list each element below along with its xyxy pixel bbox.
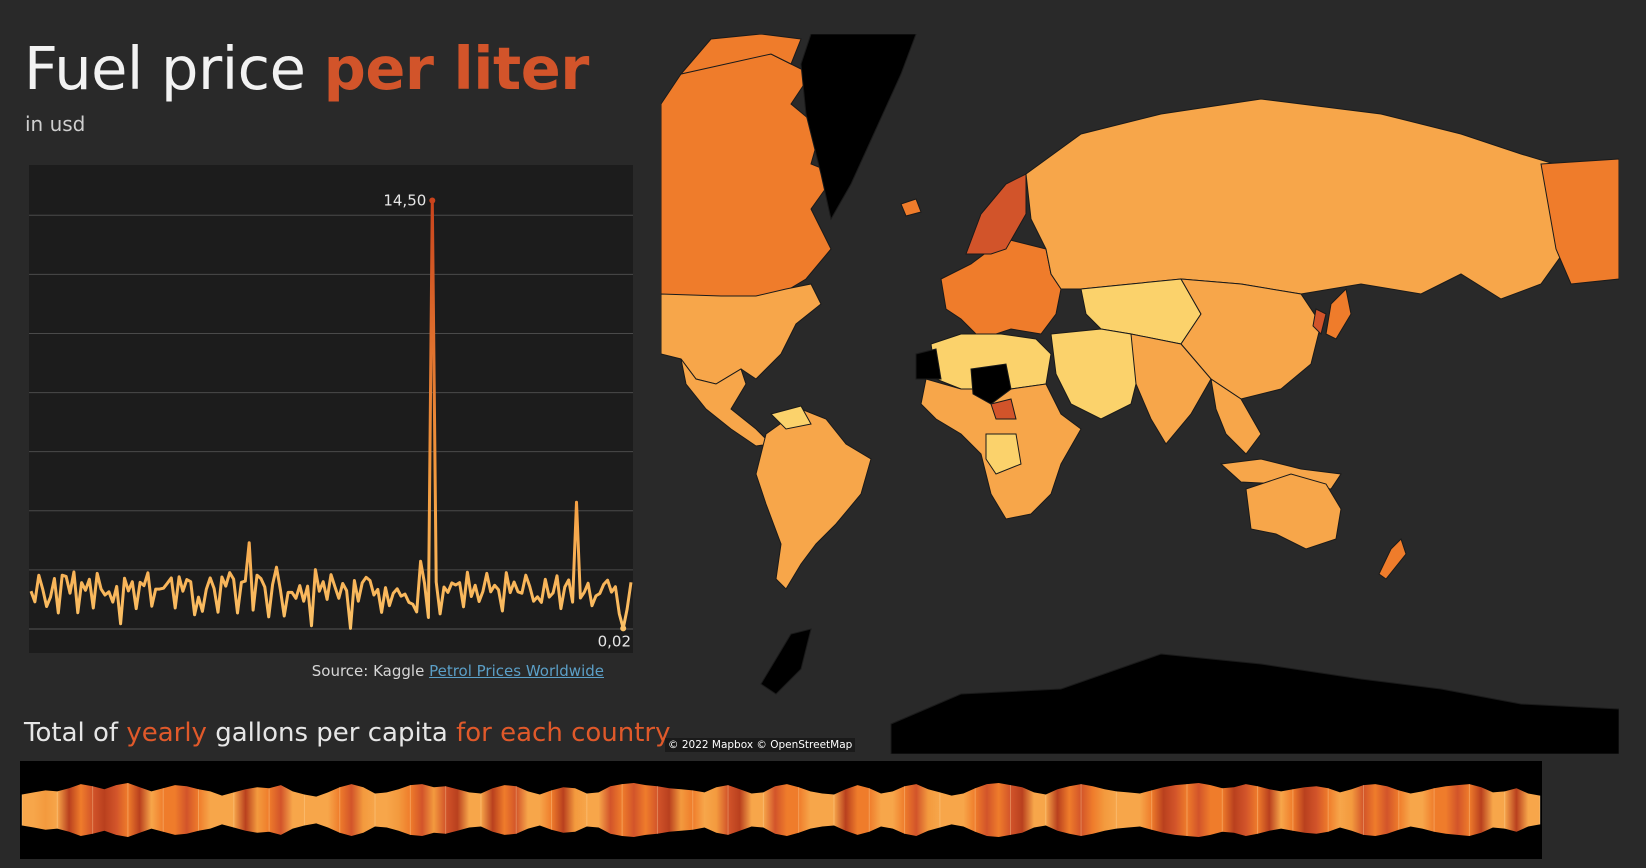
min-label: 0,02 [598,632,631,650]
section-title-part1: Total of [24,718,119,748]
map-region-japan[interactable] [1325,287,1352,340]
min-point[interactable] [620,625,627,632]
fuel-price-line-chart[interactable]: 14,50 0,02 [29,165,633,653]
map-region-middle-east[interactable] [1050,328,1142,420]
map-region-west-africa-no-data [915,348,942,380]
map-region-mexico[interactable] [680,358,773,447]
title-accent: per liter [323,34,590,103]
map-region-sahel-no-data [970,363,1012,405]
source-note: Source: Kaggle Petrol Prices Worldwide [300,662,604,680]
chart-background [29,165,633,653]
map-region-venezuela[interactable] [770,405,812,430]
page-subtitle: in usd [25,112,86,136]
map-region-antarctica [890,653,1619,754]
map-region-china[interactable] [1180,278,1322,400]
map-attribution[interactable]: © 2022 Mapbox © OpenStreetMap [665,738,856,752]
world-map[interactable] [661,34,1619,754]
series-line[interactable] [29,199,633,630]
map-region-north-america-north[interactable] [679,34,802,75]
stream-band[interactable] [22,783,1540,837]
map-region-south-america[interactable] [755,408,872,590]
map-region-antarctic-peninsula [760,628,812,695]
map-region-greenland [800,34,917,221]
section-title-part2: gallons per capita [215,718,448,748]
map-region-australia[interactable] [1245,473,1342,550]
source-prefix: Source: Kaggle [311,662,425,680]
map-region-scandinavia[interactable] [965,173,1027,255]
map-region-india[interactable] [1130,333,1212,445]
source-link[interactable]: Petrol Prices Worldwide [429,662,604,680]
max-label: 14,50 [383,191,426,209]
gallons-per-capita-stream[interactable] [20,761,1542,859]
page-title: Fuel price per liter [24,32,589,106]
map-region-russia[interactable] [1025,98,1572,300]
map-region-europe[interactable] [940,238,1062,340]
map-region-alaska-east[interactable] [1540,158,1619,285]
map-region-new-zealand[interactable] [1378,538,1407,580]
section-title: Total of yearly gallons per capita for e… [24,718,671,748]
title-main: Fuel price [24,34,306,103]
section-title-accent1: yearly [126,718,207,748]
map-region-iceland[interactable] [900,198,922,217]
map-region-korea[interactable] [1312,308,1327,335]
map-region-central-africa[interactable] [990,398,1017,420]
map-region-southern-africa[interactable] [985,433,1022,475]
max-point[interactable] [429,197,436,204]
section-title-accent2: for each country [456,718,671,748]
map-region-north-africa[interactable] [930,333,1052,390]
map-region-southeast-asia[interactable] [1210,377,1262,455]
